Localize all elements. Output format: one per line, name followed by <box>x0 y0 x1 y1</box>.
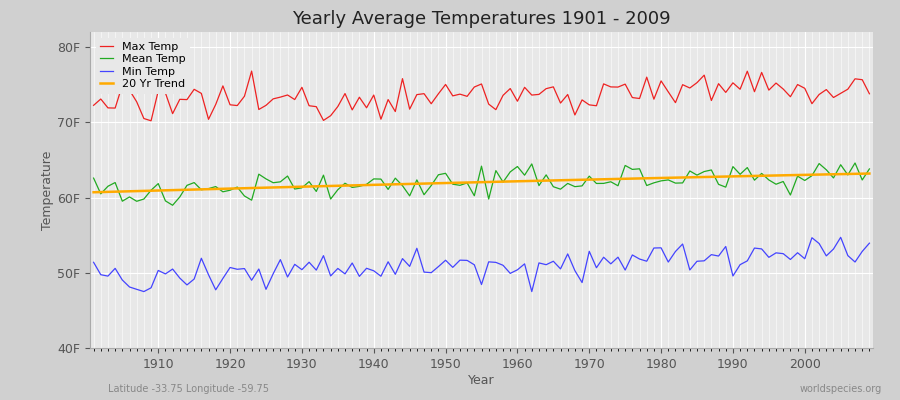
20 Yr Trend <box>864 171 875 176</box>
Mean Temp <box>512 164 523 169</box>
Max Temp <box>318 118 328 123</box>
Mean Temp <box>850 160 860 165</box>
Min Temp <box>864 241 875 246</box>
X-axis label: Year: Year <box>468 374 495 386</box>
Max Temp <box>247 69 257 74</box>
Legend: Max Temp, Mean Temp, Min Temp, 20 Yr Trend: Max Temp, Mean Temp, Min Temp, 20 Yr Tre… <box>95 38 190 94</box>
20 Yr Trend <box>598 177 609 182</box>
Max Temp <box>153 88 164 93</box>
20 Yr Trend <box>512 179 523 184</box>
Line: 20 Yr Trend: 20 Yr Trend <box>94 174 869 192</box>
Mean Temp <box>310 189 321 194</box>
Max Temp <box>146 118 157 123</box>
Max Temp <box>361 105 372 110</box>
Line: Min Temp: Min Temp <box>94 237 869 292</box>
Min Temp <box>153 268 164 273</box>
Min Temp <box>139 289 149 294</box>
Min Temp <box>835 235 846 240</box>
Max Temp <box>519 85 530 90</box>
Max Temp <box>864 91 875 96</box>
Min Temp <box>354 274 364 279</box>
20 Yr Trend <box>505 179 516 184</box>
Min Temp <box>606 262 616 266</box>
Mean Temp <box>167 203 178 208</box>
Line: Max Temp: Max Temp <box>94 71 869 121</box>
Text: worldspecies.org: worldspecies.org <box>800 384 882 394</box>
20 Yr Trend <box>303 184 314 189</box>
Min Temp <box>519 262 530 266</box>
Title: Yearly Average Temperatures 1901 - 2009: Yearly Average Temperatures 1901 - 2009 <box>292 10 670 28</box>
Mean Temp <box>864 166 875 171</box>
20 Yr Trend <box>346 183 357 188</box>
Mean Temp <box>354 184 364 189</box>
Y-axis label: Temperature: Temperature <box>41 150 54 230</box>
Min Temp <box>88 260 99 265</box>
Line: Mean Temp: Mean Temp <box>94 163 869 205</box>
Max Temp <box>526 93 537 98</box>
Mean Temp <box>88 176 99 180</box>
Max Temp <box>613 85 624 90</box>
20 Yr Trend <box>88 190 99 195</box>
Mean Temp <box>519 173 530 178</box>
Mean Temp <box>606 179 616 184</box>
Min Temp <box>512 268 523 272</box>
20 Yr Trend <box>146 188 157 193</box>
Text: Latitude -33.75 Longitude -59.75: Latitude -33.75 Longitude -59.75 <box>108 384 269 394</box>
Min Temp <box>310 268 321 272</box>
Mean Temp <box>146 188 157 193</box>
Max Temp <box>88 103 99 108</box>
